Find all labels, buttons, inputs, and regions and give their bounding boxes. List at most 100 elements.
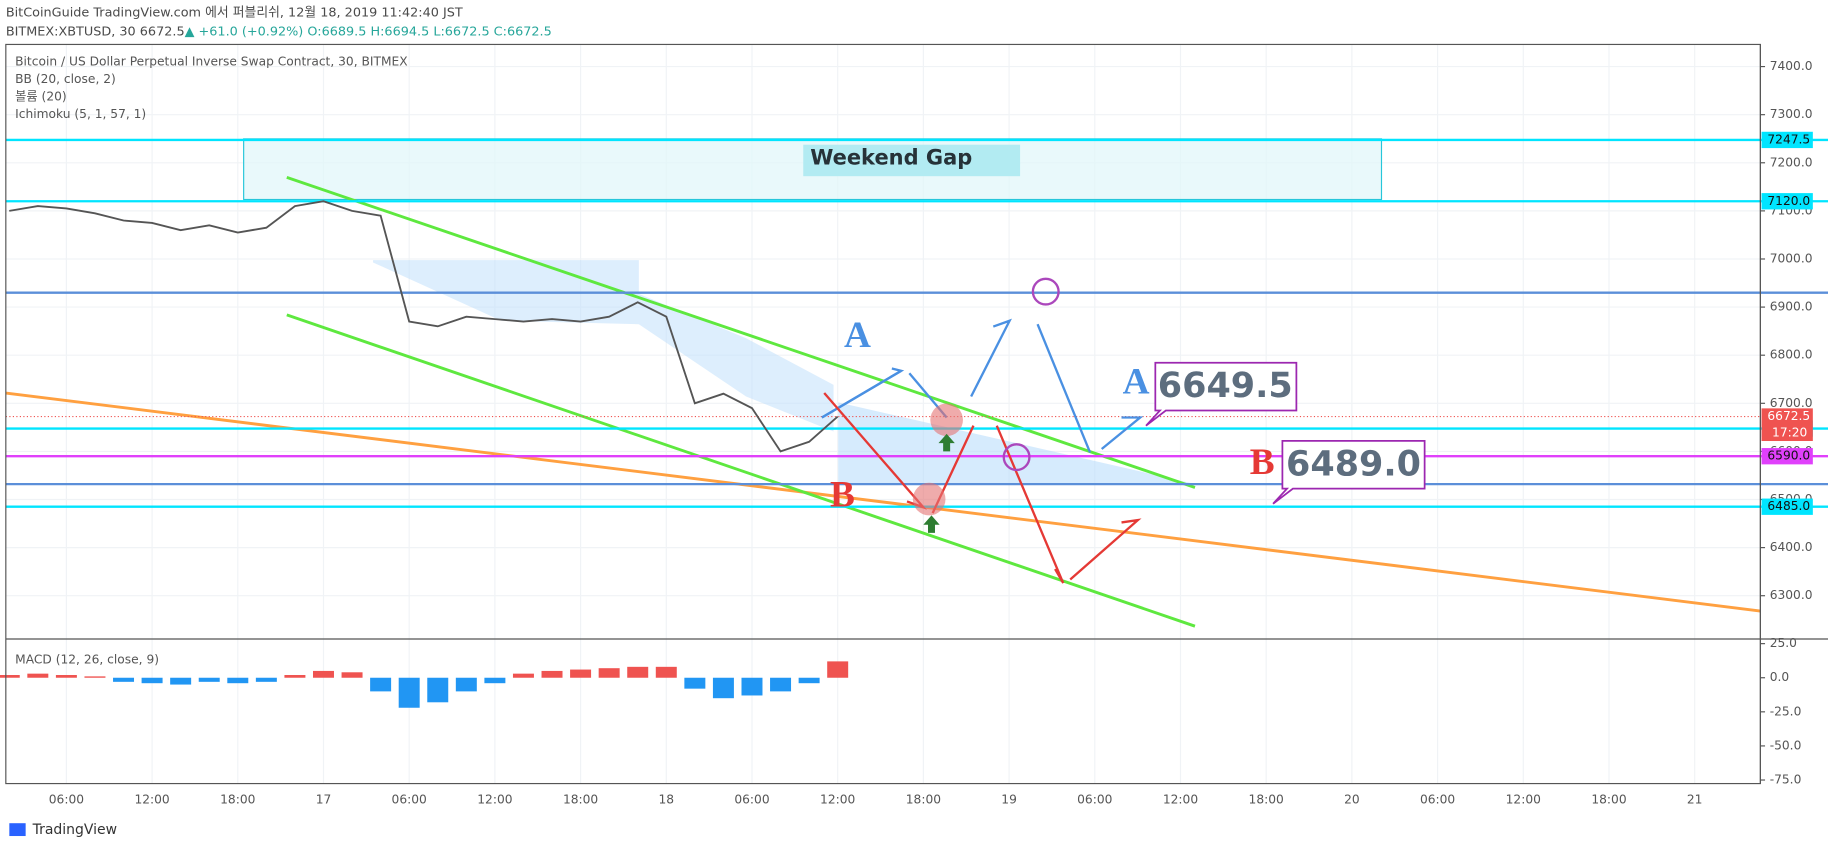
label-a: A (844, 315, 871, 356)
arrow (1069, 518, 1142, 581)
y-tick-label: 25.0 (1770, 636, 1797, 650)
x-tick-label: 06:00 (734, 792, 769, 806)
path-a (821, 318, 1144, 453)
histogram-bar (170, 677, 192, 685)
x-tick-label: 06:00 (392, 792, 427, 806)
x-tick-label: 12:00 (1163, 792, 1198, 806)
x-tick-label: 18:00 (220, 792, 255, 806)
y-tick-label: 0.0 (1770, 670, 1789, 684)
y-tick-label: 6400.0 (1770, 540, 1813, 554)
last-price-tag (1761, 408, 1813, 442)
gap-label: Weekend Gap (810, 146, 972, 170)
y-tick-label: -25.0 (1770, 704, 1802, 718)
x-tick-label: 12:00 (477, 792, 512, 806)
ohlc: O:6689.5 H:6694.5 L:6672.5 C:6672.5 (307, 24, 551, 39)
last-price: 6672.5 (1767, 409, 1810, 423)
label-a: A (1123, 361, 1150, 402)
histogram-bar (827, 661, 849, 678)
marker (930, 403, 963, 437)
histogram-bar (141, 677, 163, 684)
smiley (1031, 277, 1060, 306)
macd-title: MACD (12, 26, close, 9) (15, 652, 159, 666)
x-tick-label: 20 (1344, 792, 1360, 806)
histogram-bar (712, 677, 734, 699)
x-tick-label: 12:00 (1506, 792, 1541, 806)
x-tick-label: 06:00 (1420, 792, 1455, 806)
y-tick-label: 7400.0 (1770, 59, 1813, 73)
last: 6672.5 (140, 24, 185, 39)
histogram-bar (341, 672, 363, 678)
sad-face (1002, 443, 1031, 472)
y-tick-label: 7300.0 (1770, 107, 1813, 121)
level-tag-text: 7120.0 (1767, 194, 1810, 208)
x-tick-label: 06:00 (49, 792, 84, 806)
x-tick-label: 12:00 (820, 792, 855, 806)
y-tick-label: 6700.0 (1770, 396, 1813, 410)
series (0, 200, 849, 708)
level-tag (1761, 498, 1813, 515)
callout (1145, 361, 1298, 427)
chart-title: Bitcoin / US Dollar Perpetual Inverse Sw… (15, 54, 407, 68)
y-tick-label: 6800.0 (1770, 348, 1813, 362)
level-tag-text: 6590.0 (1767, 449, 1810, 463)
gap-label-box (803, 144, 1021, 177)
channel-upper (286, 175, 1196, 489)
x-tick-label: 18:00 (1249, 792, 1284, 806)
y-tick-label: 6900.0 (1770, 300, 1813, 314)
indicator: BB (20, close, 2) (15, 72, 116, 86)
y-tick-label: -50.0 (1770, 738, 1802, 752)
histogram-bar (570, 669, 592, 678)
histogram-bar (427, 677, 449, 703)
callout-text: 6489.0 (1286, 444, 1421, 484)
histogram-bar (770, 677, 792, 692)
level-tag (1761, 131, 1813, 149)
level-tag-text: 6485.0 (1767, 499, 1810, 513)
symbol-line: BITMEX:XBTUSD, 30 6672.5▲ +61.0 (+0.92%)… (6, 24, 552, 39)
level-tag (1761, 193, 1813, 210)
x-tick-label: 21 (1687, 792, 1703, 806)
change: ▲ +61.0 (+0.92%) (185, 24, 304, 39)
y-tick-label: 7200.0 (1770, 155, 1813, 169)
footer-brand: TradingView (32, 822, 117, 838)
x-tick-label: 18 (658, 792, 674, 806)
histogram-bar (312, 670, 334, 678)
y-tick-label: 7000.0 (1770, 251, 1813, 265)
histogram-bar (455, 677, 477, 692)
histogram-bar (255, 677, 277, 682)
histogram-bar (598, 668, 620, 678)
callout (1272, 439, 1426, 505)
label-b: B (830, 475, 855, 516)
indicator: 볼륨 (20) (15, 89, 67, 103)
axes: 06:00 12:00 18:00 17 06:00 12:00 18:00 18 06:00 1… (49, 59, 1813, 806)
indicator: Ichimoku (5, 1, 57, 1) (15, 107, 146, 121)
histogram-bar (113, 677, 135, 682)
histogram-bar (684, 677, 706, 689)
histogram-bar (741, 677, 763, 696)
y-tick-label: 6300.0 (1770, 588, 1813, 602)
histogram-bar (227, 677, 249, 684)
label-b: B (1250, 442, 1275, 483)
histogram-bar (198, 677, 220, 682)
histogram-bar (27, 673, 49, 678)
histogram-bar (84, 676, 106, 678)
level-tag (1761, 448, 1813, 465)
arrow (995, 425, 1065, 584)
x-tick-label: 18:00 (563, 792, 598, 806)
arrow (970, 318, 1012, 398)
arrow (821, 369, 902, 419)
callout-text: 6649.5 (1158, 366, 1293, 406)
up-arrow (923, 515, 940, 533)
arrow (1100, 416, 1144, 450)
cloud (373, 260, 834, 432)
x-tick-label: 17 (316, 792, 332, 806)
histogram-bar (627, 666, 649, 678)
histogram-bar (541, 670, 563, 678)
publish-line: BitCoinGuide TradingView.com 에서 퍼블리쉬, 12… (6, 5, 463, 20)
histogram-bar (512, 673, 534, 678)
marker (912, 482, 946, 516)
x-tick-label: 12:00 (134, 792, 169, 806)
histogram-bar (284, 675, 306, 678)
up-arrow (938, 433, 955, 452)
level-tag-text: 7247.5 (1767, 132, 1810, 146)
histogram-bar (370, 677, 392, 692)
